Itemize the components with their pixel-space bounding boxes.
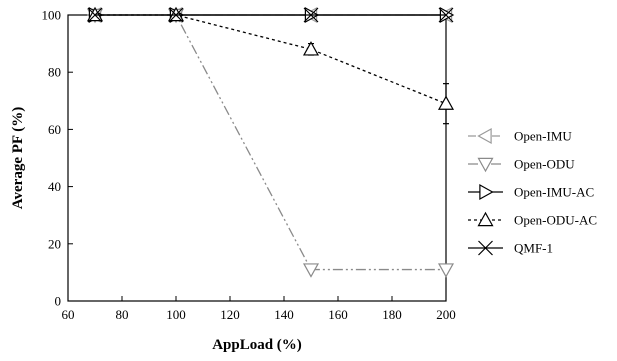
x-tick-label: 120 bbox=[220, 307, 240, 322]
data-point bbox=[87, 7, 103, 23]
x-tick-label: 60 bbox=[62, 307, 75, 322]
data-point bbox=[303, 7, 319, 23]
legend-item: Open-ODU bbox=[468, 157, 575, 173]
y-tick-label: 80 bbox=[48, 65, 61, 80]
legend-marker bbox=[477, 211, 494, 227]
legend-marker bbox=[477, 127, 492, 145]
series-layer bbox=[86, 6, 455, 278]
legend-label: Open-ODU bbox=[514, 157, 575, 172]
y-tick-label: 100 bbox=[42, 8, 62, 23]
legend-marker bbox=[477, 157, 494, 173]
y-tick-label: 20 bbox=[48, 236, 61, 251]
x-tick-label: 200 bbox=[436, 307, 456, 322]
data-point bbox=[302, 263, 320, 278]
series-line bbox=[95, 14, 447, 105]
legend-label: Open-IMU bbox=[514, 129, 572, 144]
x-tick-label: 160 bbox=[328, 307, 348, 322]
x-tick-label: 180 bbox=[382, 307, 402, 322]
data-point bbox=[302, 41, 320, 56]
x-tick-label: 80 bbox=[116, 307, 129, 322]
series-line bbox=[95, 14, 446, 271]
x-tick-label: 100 bbox=[166, 307, 186, 322]
y-axis-title: Average PF (%) bbox=[10, 107, 26, 209]
data-point bbox=[437, 95, 455, 110]
legend-label: Open-IMU-AC bbox=[514, 185, 594, 200]
plot-frame bbox=[67, 14, 447, 302]
data-point bbox=[168, 7, 184, 23]
legend-marker bbox=[478, 240, 493, 256]
y-tick-label: 0 bbox=[55, 294, 62, 309]
x-tick-label: 140 bbox=[274, 307, 294, 322]
data-point bbox=[438, 7, 454, 23]
data-point bbox=[437, 263, 455, 278]
series-qmf-1 bbox=[87, 7, 454, 23]
legend-label: Open-ODU-AC bbox=[514, 213, 597, 228]
y-tick-label: 60 bbox=[48, 122, 61, 137]
legend: Open-IMU Open-ODU Open-IMU-AC Open-ODU-AC QM… bbox=[468, 127, 597, 256]
axes: 60 80 100 120 140 160 180 200 0 20 40 60 80 100 bbox=[42, 8, 456, 323]
y-tick-label: 40 bbox=[48, 179, 61, 194]
series-open-odu-ac bbox=[86, 6, 455, 125]
legend-item: Open-ODU-AC bbox=[468, 211, 597, 228]
legend-item: Open-IMU bbox=[468, 127, 572, 145]
x-axis-title: AppLoad (%) bbox=[212, 337, 302, 353]
legend-marker bbox=[479, 183, 494, 201]
legend-item: Open-IMU-AC bbox=[468, 183, 594, 201]
legend-item: QMF-1 bbox=[468, 241, 553, 256]
series-open-odu bbox=[86, 8, 455, 278]
legend-label: QMF-1 bbox=[514, 241, 553, 256]
